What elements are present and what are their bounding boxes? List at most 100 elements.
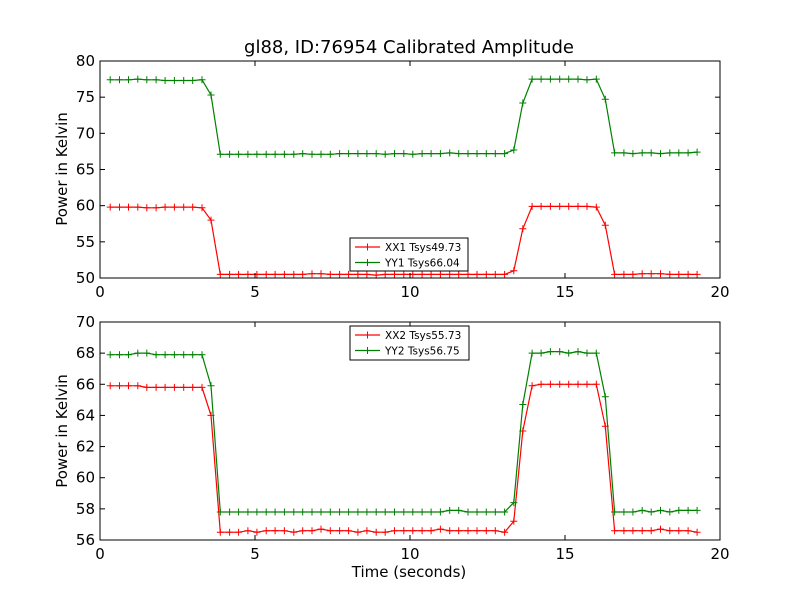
data-point bbox=[180, 351, 188, 359]
data-point bbox=[436, 270, 444, 278]
legend-marker bbox=[364, 259, 371, 266]
data-point bbox=[391, 150, 398, 158]
data-point bbox=[198, 351, 206, 359]
data-point bbox=[280, 150, 288, 158]
y-tick-label: 75 bbox=[76, 88, 95, 106]
data-point bbox=[647, 149, 655, 157]
data-point bbox=[180, 203, 188, 211]
data-point bbox=[189, 351, 197, 359]
data-point bbox=[189, 383, 197, 391]
data-point bbox=[629, 150, 637, 158]
data-point bbox=[381, 528, 389, 536]
data-point bbox=[546, 202, 554, 210]
legend-box bbox=[349, 325, 470, 361]
data-point bbox=[216, 508, 224, 516]
data-point bbox=[629, 508, 637, 516]
data-point bbox=[638, 270, 646, 278]
data-point bbox=[611, 270, 619, 278]
data-point bbox=[244, 150, 252, 158]
data-point bbox=[134, 75, 142, 83]
data-point bbox=[418, 527, 426, 535]
data-point bbox=[501, 150, 509, 158]
data-point bbox=[280, 527, 288, 535]
data-point bbox=[418, 150, 426, 158]
data-point bbox=[519, 401, 527, 408]
legend-label: YY1 Tsys66.04 bbox=[384, 258, 460, 270]
data-point bbox=[574, 348, 582, 356]
data-point bbox=[537, 380, 545, 388]
data-point bbox=[455, 527, 463, 535]
x-tick-label: 5 bbox=[250, 283, 260, 301]
data-point bbox=[198, 204, 206, 212]
x-tick-label: 0 bbox=[95, 283, 105, 301]
data-point bbox=[290, 508, 298, 516]
data-point bbox=[262, 508, 270, 516]
y-tick-label: 66 bbox=[76, 375, 95, 393]
data-point bbox=[510, 517, 518, 525]
data-point bbox=[601, 95, 609, 103]
data-point bbox=[271, 270, 279, 278]
data-point bbox=[675, 149, 683, 157]
x-tick-label: 10 bbox=[400, 283, 419, 301]
data-point bbox=[565, 380, 573, 388]
y-tick-label: 55 bbox=[76, 233, 95, 251]
data-point bbox=[601, 393, 609, 401]
data-point bbox=[317, 270, 325, 278]
data-point bbox=[693, 148, 701, 156]
data-point bbox=[116, 382, 123, 390]
data-point bbox=[106, 203, 114, 211]
data-point bbox=[290, 270, 298, 278]
y-tick-label: 64 bbox=[76, 406, 95, 424]
data-point bbox=[556, 75, 564, 83]
y-tick-label: 50 bbox=[76, 269, 95, 287]
data-point bbox=[116, 351, 123, 359]
data-point bbox=[638, 506, 646, 514]
data-point bbox=[620, 270, 628, 278]
data-point bbox=[592, 203, 600, 211]
data-point bbox=[244, 527, 252, 535]
data-point bbox=[537, 75, 545, 83]
x-tick-label: 10 bbox=[400, 545, 419, 563]
data-point bbox=[161, 203, 169, 211]
data-point bbox=[684, 527, 692, 535]
data-point bbox=[372, 528, 380, 536]
data-point bbox=[647, 270, 655, 278]
data-point bbox=[657, 506, 664, 514]
data-point bbox=[226, 508, 234, 516]
data-point bbox=[501, 270, 509, 278]
data-point bbox=[226, 528, 234, 536]
legend-marker bbox=[364, 331, 371, 339]
data-point bbox=[116, 76, 123, 84]
y-tick-label: 70 bbox=[76, 124, 95, 142]
data-point bbox=[436, 525, 444, 533]
data-point bbox=[198, 76, 206, 84]
data-point bbox=[436, 508, 444, 516]
data-point bbox=[170, 351, 178, 359]
data-point bbox=[125, 382, 132, 390]
data-point bbox=[299, 270, 307, 278]
data-point bbox=[620, 149, 628, 157]
y-tick-label: 70 bbox=[76, 313, 95, 331]
legend-box bbox=[349, 237, 469, 272]
data-point bbox=[116, 203, 123, 211]
data-point bbox=[363, 508, 371, 516]
data-point bbox=[271, 508, 279, 516]
data-point bbox=[501, 528, 509, 536]
data-point bbox=[482, 150, 490, 158]
data-point bbox=[326, 508, 334, 516]
data-point bbox=[391, 527, 398, 535]
data-point bbox=[574, 75, 582, 83]
data-point bbox=[684, 506, 692, 514]
data-point bbox=[510, 146, 518, 154]
data-point bbox=[152, 383, 160, 391]
data-point bbox=[556, 380, 564, 388]
data-point bbox=[446, 527, 454, 535]
data-point bbox=[207, 382, 215, 390]
top-legend: XX1 Tsys49.73 YY1 Tsys66.04 bbox=[349, 237, 469, 272]
data-point bbox=[143, 204, 151, 212]
data-point bbox=[427, 527, 435, 535]
data-point bbox=[537, 349, 545, 357]
data-point bbox=[125, 203, 132, 211]
data-point bbox=[519, 99, 527, 107]
